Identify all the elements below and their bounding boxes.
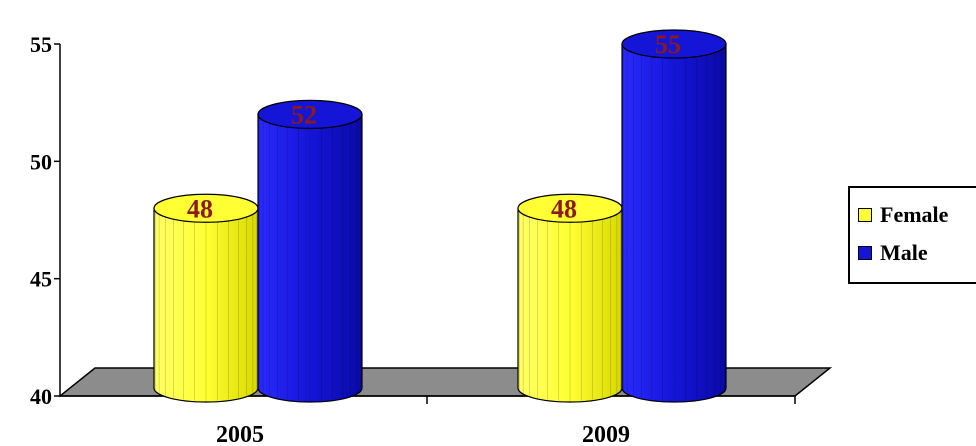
data-label: 48 <box>187 194 213 223</box>
legend-label-male: Male <box>880 240 928 265</box>
data-label: 48 <box>551 194 577 223</box>
bar-body <box>517 207 623 403</box>
bar-male-2005 <box>257 99 363 403</box>
y-ticks: 40 45 50 55 <box>30 32 60 409</box>
legend-item-female: Female <box>858 202 948 228</box>
y-tick-label: 50 <box>30 149 52 174</box>
x-tick-label: 2009 <box>582 422 630 446</box>
x-ticks: 2005 2009 <box>216 396 796 446</box>
bar-body <box>621 43 727 403</box>
legend-swatch-male <box>858 246 872 260</box>
data-label: 52 <box>291 100 317 129</box>
bar-female-2005 <box>153 193 259 403</box>
y-tick-label: 55 <box>30 32 52 57</box>
bar-top <box>621 29 727 59</box>
bar-body <box>153 207 259 403</box>
legend-label-female: Female <box>880 202 949 227</box>
data-label: 55 <box>655 30 681 59</box>
data-labels: 48 52 48 55 <box>187 30 681 223</box>
y-tick-label: 40 <box>30 384 52 409</box>
bars <box>153 29 727 403</box>
y-tick-label: 45 <box>30 267 52 292</box>
bar-female-2009 <box>517 193 623 403</box>
legend-item-male: Male <box>858 240 928 266</box>
legend: Female Male <box>848 186 976 284</box>
x-tick-label: 2005 <box>216 422 264 446</box>
bar-male-2009 <box>621 29 727 403</box>
bar-top <box>257 99 363 130</box>
bar-body <box>257 113 363 403</box>
legend-swatch-female <box>858 208 872 222</box>
